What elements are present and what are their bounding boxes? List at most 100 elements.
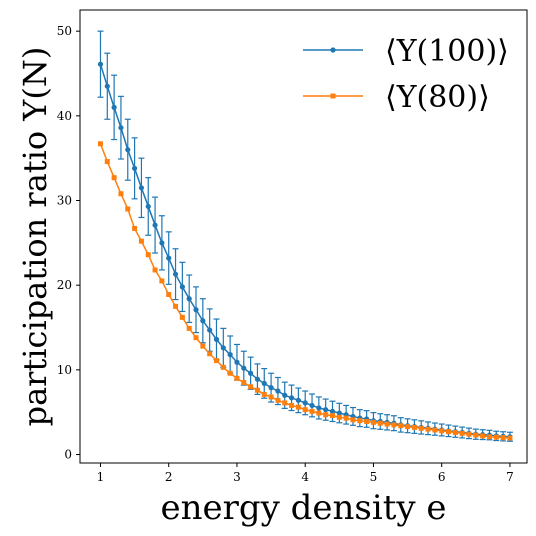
y-tick-label: 20	[57, 278, 72, 292]
axes-frame	[79, 9, 528, 464]
x-tick-label: 2	[165, 470, 173, 484]
data-point	[234, 359, 240, 365]
data-point	[343, 415, 349, 421]
data-point	[186, 325, 192, 331]
data-point	[145, 203, 151, 210]
data-point	[241, 380, 247, 386]
data-point	[500, 435, 506, 441]
x-axis-label: energy density e	[160, 488, 446, 528]
data-point	[111, 175, 117, 181]
data-point	[370, 419, 376, 425]
data-point	[152, 267, 158, 273]
data-point	[172, 271, 179, 277]
legend-swatch-marker	[330, 93, 336, 99]
data-point	[323, 412, 329, 418]
data-point	[418, 425, 424, 431]
data-point	[248, 384, 254, 390]
data-point	[446, 429, 452, 435]
x-tick-label: 6	[438, 470, 446, 484]
data-point	[350, 417, 356, 423]
data-point	[357, 418, 363, 424]
data-point	[166, 292, 172, 298]
legend-item: ⟨Y(100)⟩	[303, 34, 509, 69]
legend-label: ⟨Y(80)⟩	[385, 80, 490, 115]
data-point	[97, 141, 103, 147]
y-ticks: 0 10 20 30 40 50	[57, 24, 80, 462]
data-point	[507, 435, 513, 441]
data-point	[118, 191, 124, 197]
legend-item: ⟨Y(80)⟩	[303, 80, 490, 115]
data-point	[159, 240, 165, 246]
data-point	[179, 314, 185, 320]
y-tick-label: 50	[57, 24, 72, 38]
data-point	[213, 358, 219, 364]
data-point	[254, 387, 260, 393]
data-point	[268, 394, 274, 400]
x-tick-label: 5	[370, 470, 378, 484]
data-point	[125, 147, 131, 153]
data-point	[466, 431, 472, 437]
data-point	[459, 430, 465, 436]
data-point	[486, 434, 492, 440]
data-point	[111, 104, 117, 110]
data-point	[179, 284, 185, 290]
data-point	[200, 318, 206, 324]
data-point	[200, 343, 206, 349]
data-point	[145, 252, 151, 258]
y-tick-label: 10	[57, 363, 72, 377]
data-point	[248, 370, 254, 376]
data-point	[309, 402, 315, 409]
x-tick-label: 1	[97, 470, 105, 484]
data-point	[452, 430, 458, 436]
data-point	[268, 385, 274, 391]
data-point	[104, 83, 110, 89]
data-point	[173, 303, 179, 309]
data-point	[213, 336, 220, 342]
data-point	[295, 397, 301, 403]
data-point	[330, 413, 336, 419]
x-ticks: 1 2 3 4 5 6 7	[97, 463, 514, 484]
data-point	[207, 351, 213, 357]
plot-frame	[79, 9, 528, 464]
legend-swatch-marker	[330, 47, 336, 53]
data-point	[336, 410, 342, 416]
data-point	[316, 405, 322, 411]
data-point	[241, 365, 247, 371]
data-point	[336, 414, 342, 420]
data-point	[295, 404, 301, 410]
data-point	[391, 422, 397, 428]
data-point	[480, 433, 486, 439]
data-point	[432, 427, 438, 433]
data-point	[234, 375, 240, 381]
data-point	[405, 424, 411, 430]
data-point	[316, 410, 322, 416]
series-y80	[97, 141, 513, 441]
data-point	[384, 421, 390, 427]
data-point	[309, 408, 315, 414]
data-point	[138, 238, 144, 244]
data-point	[159, 278, 165, 284]
data-point	[275, 388, 281, 394]
data-point	[132, 225, 138, 231]
data-point	[275, 397, 281, 403]
legend: ⟨Y(100)⟩ ⟨Y(80)⟩	[303, 34, 509, 115]
y-axis-label: participation ratio Y(N)	[16, 47, 54, 427]
data-point	[125, 206, 131, 212]
data-point	[97, 61, 104, 67]
y-tick-label: 0	[64, 448, 72, 462]
data-point	[288, 395, 295, 401]
x-tick-label: 7	[506, 470, 514, 484]
data-point	[282, 400, 288, 406]
x-tick-label: 3	[233, 470, 241, 484]
data-point	[193, 335, 199, 341]
x-tick-label: 4	[301, 470, 309, 484]
data-point	[289, 402, 295, 408]
data-point	[302, 400, 308, 406]
data-point	[323, 407, 329, 413]
data-point	[377, 420, 383, 426]
data-point	[104, 159, 110, 165]
data-point	[411, 424, 417, 430]
data-point	[364, 419, 370, 425]
